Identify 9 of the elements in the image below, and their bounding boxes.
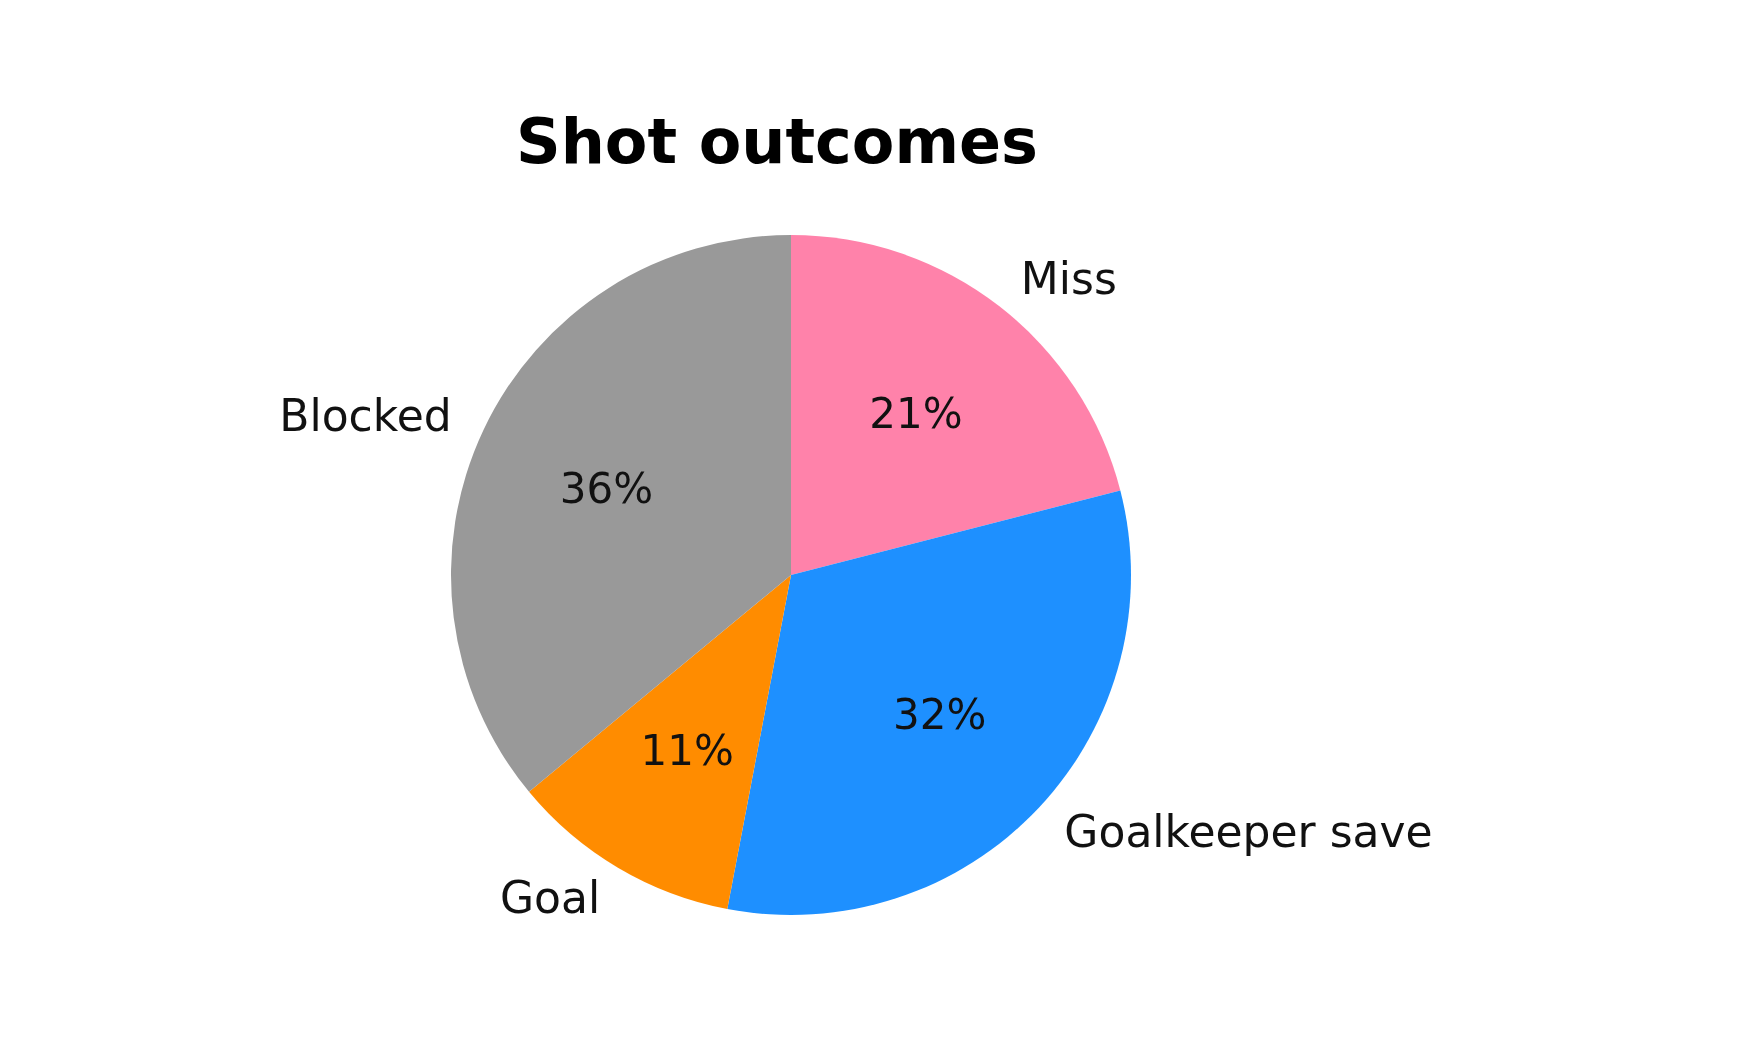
slice-label: Miss (1020, 253, 1117, 305)
chart-title: Shot outcomes (516, 104, 1038, 178)
slice-label: Goalkeeper save (1064, 806, 1433, 858)
data-label: 21% (869, 389, 963, 439)
data-label: 36% (559, 463, 654, 513)
slice-label: Blocked (279, 389, 452, 441)
slice-label: Goal (499, 872, 601, 924)
data-label: 11% (640, 726, 734, 776)
data-label: 32% (893, 690, 987, 740)
